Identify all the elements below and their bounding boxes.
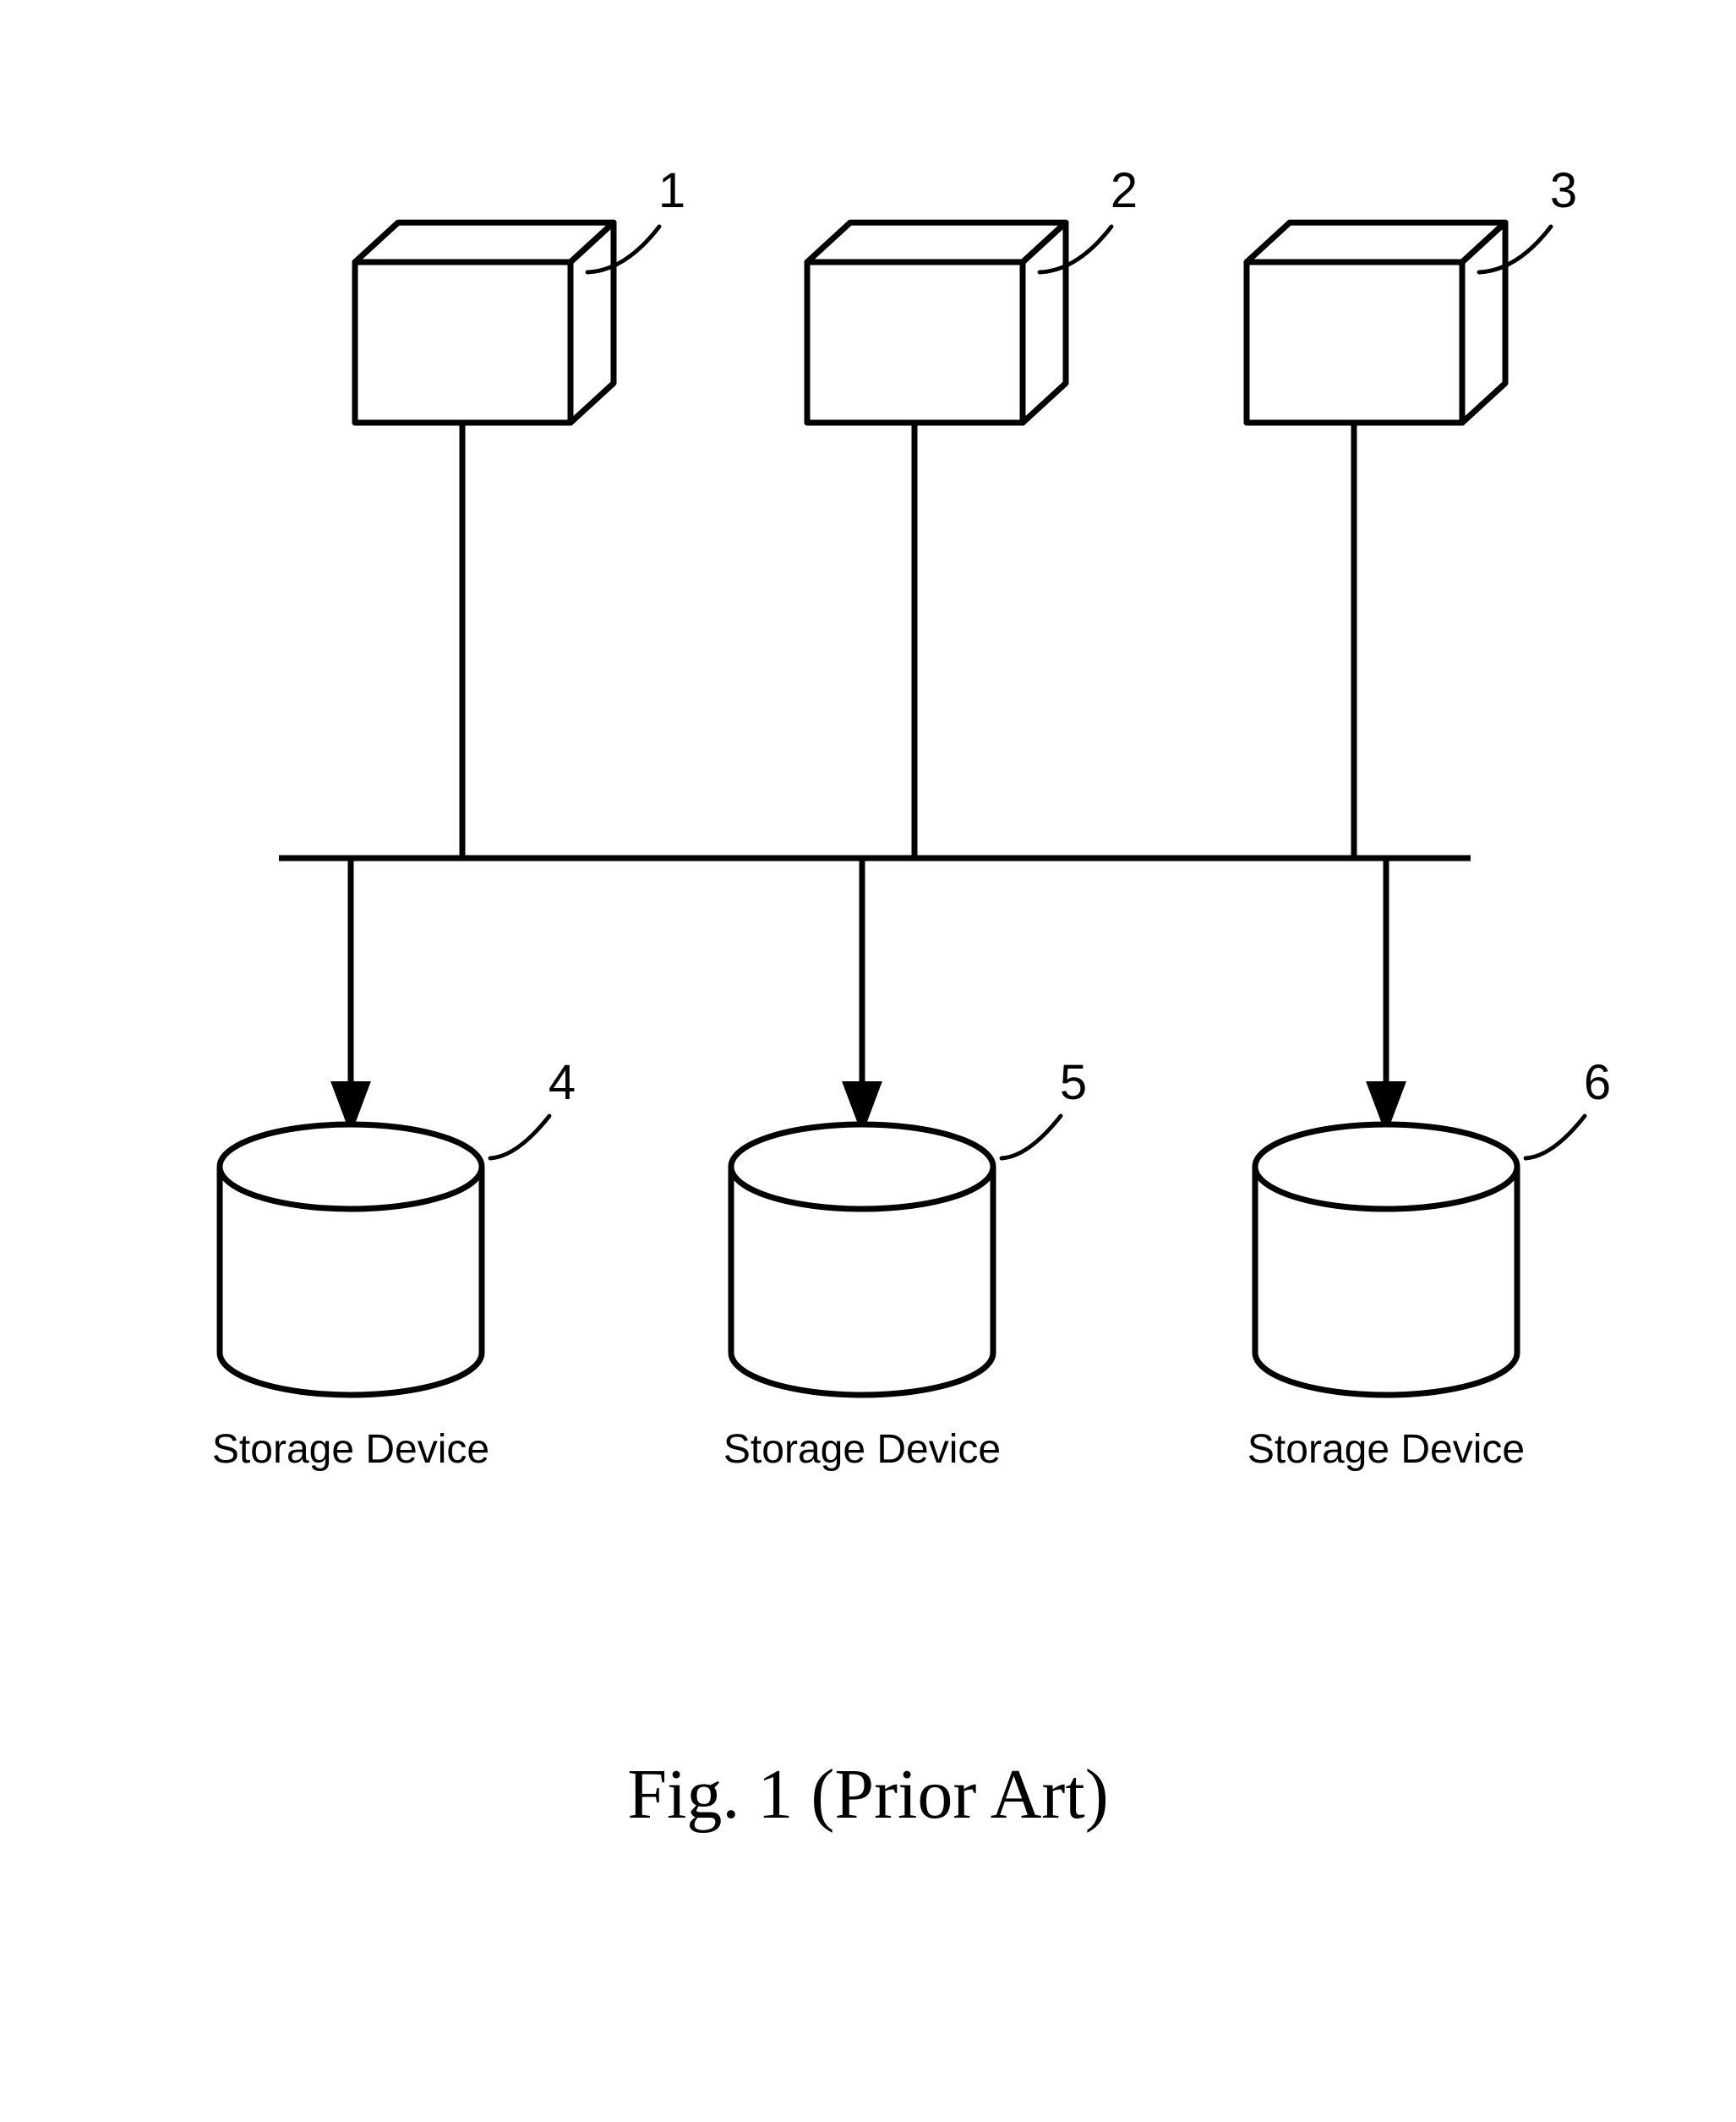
cyl-text-6: Storage Device	[1247, 1427, 1525, 1472]
cyl-4	[220, 1124, 482, 1395]
leader-curve	[1526, 1116, 1585, 1158]
num-6: 6	[1584, 1055, 1611, 1110]
prior-art-diagram: 1 2 3 4 5 6 Storage Device Storage Device Storag…	[0, 0, 1736, 2122]
cyl-text-5: Storage Device	[723, 1427, 1001, 1472]
num-4: 4	[549, 1055, 576, 1110]
leader-curve	[1002, 1116, 1061, 1158]
box-1	[355, 222, 614, 423]
label-3: 3	[1550, 163, 1577, 218]
leader-curve	[490, 1116, 549, 1158]
box-2	[807, 222, 1066, 423]
cyl-6	[1255, 1124, 1517, 1395]
figure-caption: Fig. 1 (Prior Art)	[627, 1755, 1108, 1834]
label-1: 1	[658, 163, 685, 218]
cyl-text-4: Storage Device	[212, 1427, 489, 1472]
cyl-5	[731, 1124, 993, 1395]
box-3	[1247, 222, 1505, 423]
label-2: 2	[1111, 163, 1138, 218]
num-5: 5	[1060, 1055, 1087, 1110]
